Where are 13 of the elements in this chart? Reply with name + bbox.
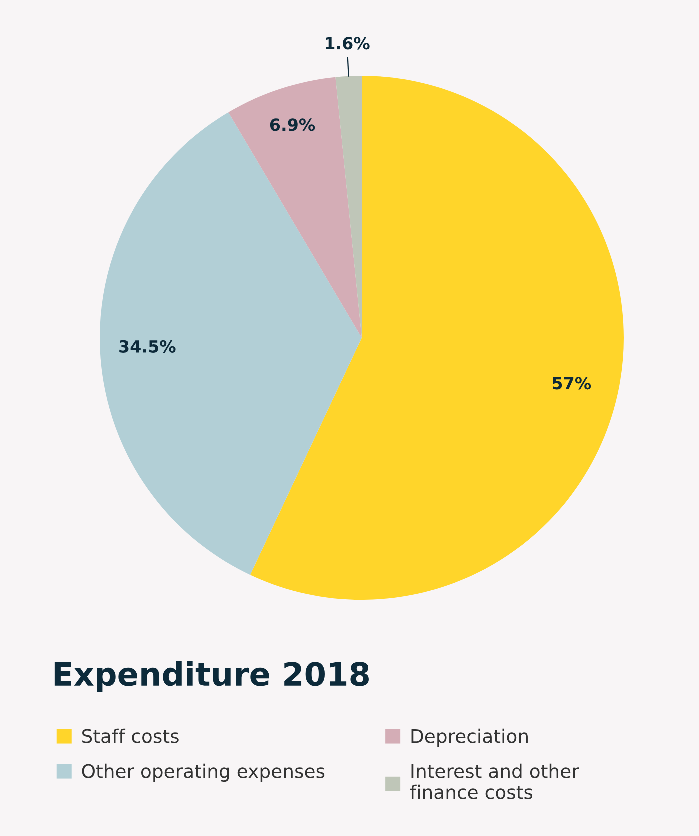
legend-label: Other operating expenses (82, 764, 325, 782)
data-label: 6.9% (270, 118, 316, 132)
pie-slice (250, 76, 624, 600)
pie-slice (228, 77, 362, 338)
legend-label: Interest and other finance costs (410, 764, 580, 800)
data-label: 57% (553, 377, 592, 390)
text: Expenditure 2018 (54, 662, 369, 692)
data-label: 1.6% (326, 37, 370, 50)
legend-label: Depreciation (412, 728, 528, 748)
data-label: 34.5% (120, 340, 176, 353)
legend-label: Staff costs (82, 728, 179, 744)
pie-slice (100, 112, 362, 576)
pie-slice (336, 76, 362, 338)
